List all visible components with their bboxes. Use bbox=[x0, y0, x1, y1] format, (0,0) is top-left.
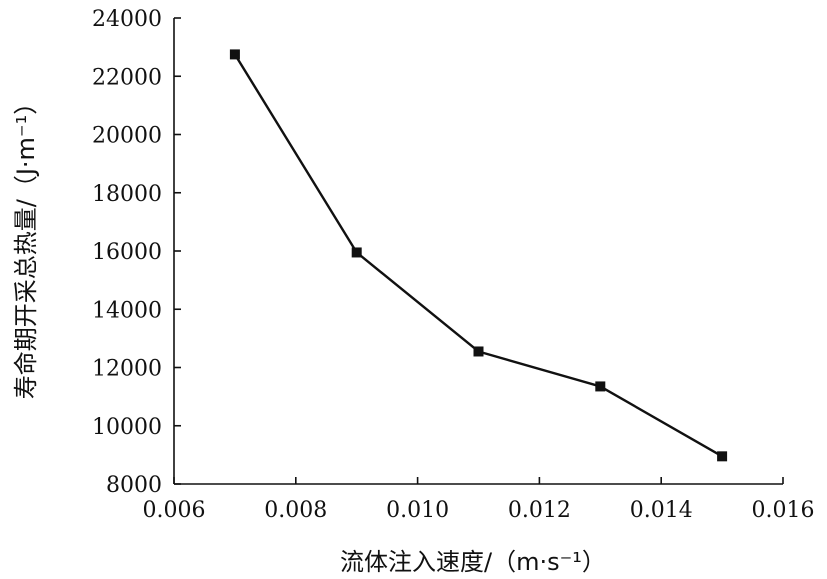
y-tick-label: 10000 bbox=[92, 415, 162, 440]
x-tick-label: 0.010 bbox=[386, 498, 449, 523]
data-point-marker bbox=[473, 346, 484, 357]
axes bbox=[173, 18, 783, 485]
y-tick-label: 22000 bbox=[92, 65, 162, 90]
y-tick-label: 18000 bbox=[92, 182, 162, 207]
y-tick-label: 12000 bbox=[92, 357, 162, 382]
data-point-marker bbox=[717, 451, 728, 462]
data-point-marker bbox=[351, 247, 362, 258]
series-line bbox=[233, 53, 723, 458]
x-axis-label: 流体注入速度/（m·s⁻¹） bbox=[340, 548, 606, 576]
x-tick-label: 0.014 bbox=[630, 498, 693, 523]
x-tick-label: 0.008 bbox=[264, 498, 327, 523]
y-axis-label: 寿命期开采总热量/（J·m⁻¹） bbox=[12, 91, 40, 399]
x-tick-label: 0.016 bbox=[752, 498, 815, 523]
series-group bbox=[229, 49, 728, 462]
x-axis-ticks: 0.006 0.008 0.010 0.012 0.014 0.016 bbox=[143, 477, 815, 523]
y-tick-label: 24000 bbox=[92, 7, 162, 32]
y-tick-label: 8000 bbox=[106, 473, 162, 498]
x-tick-label: 0.012 bbox=[508, 498, 571, 523]
data-point-marker bbox=[595, 381, 606, 392]
y-tick-label: 20000 bbox=[92, 124, 162, 149]
x-tick-label: 0.006 bbox=[143, 498, 206, 523]
data-point-marker bbox=[229, 49, 240, 60]
y-tick-label: 14000 bbox=[92, 298, 162, 323]
y-axis-ticks: 8000 10000 12000 14000 16000 18000 20000 22000 2… bbox=[92, 7, 181, 498]
y-tick-label: 16000 bbox=[92, 240, 162, 265]
